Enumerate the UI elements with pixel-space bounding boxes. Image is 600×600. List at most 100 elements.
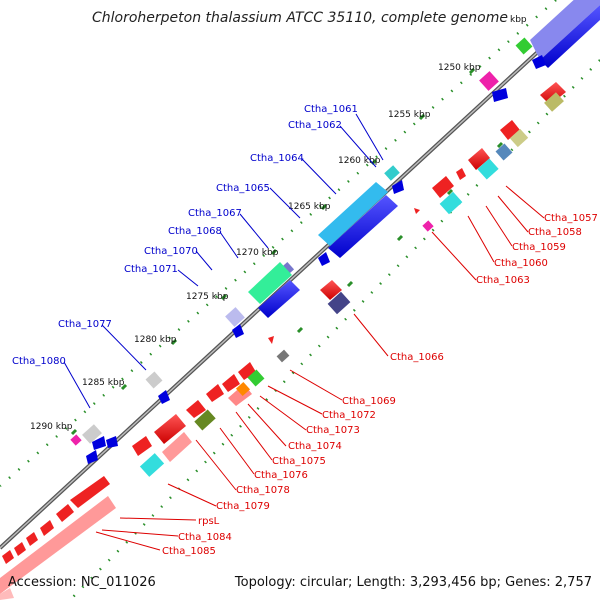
gene-arrow <box>40 520 54 536</box>
gene-label: Ctha_1066 <box>390 352 444 363</box>
gene-label: Ctha_1067 <box>188 208 242 219</box>
gene-block <box>139 453 165 477</box>
gene-block <box>56 504 74 522</box>
gene-block <box>258 280 300 318</box>
gene-block <box>0 496 116 594</box>
forward-genes <box>70 0 600 464</box>
gene-arrow <box>456 168 466 180</box>
gene-block <box>154 414 186 444</box>
gene-label: Ctha_1065 <box>216 183 270 194</box>
gene-label: Ctha_1076 <box>254 470 308 481</box>
gene-arrow <box>268 336 274 344</box>
tick-label: 1285 kbp <box>82 378 125 388</box>
gene-arrow <box>26 532 38 546</box>
gene-block <box>132 436 152 456</box>
forward-leaders <box>63 113 384 409</box>
gene-arrow <box>392 180 404 194</box>
gene-arrow <box>14 542 26 556</box>
tick-label: 1280 kbp <box>134 335 177 345</box>
gene-block <box>222 374 240 392</box>
tick-label: 1250 kbp <box>438 63 481 73</box>
gene-block <box>145 371 163 389</box>
gene-label: rpsL <box>198 516 220 527</box>
gene-block <box>70 476 110 508</box>
gene-block <box>544 92 564 112</box>
tick-label: 1275 kbp <box>186 292 229 302</box>
gene-block <box>247 369 265 387</box>
tick-label: 1265 kbp <box>288 202 331 212</box>
gene-arrow <box>492 88 508 102</box>
gene-block <box>235 381 251 397</box>
gene-label: Ctha_1075 <box>272 456 326 467</box>
gene-block <box>422 220 434 232</box>
gene-block <box>82 424 102 444</box>
tick-marks <box>70 67 476 436</box>
topology-summary: Topology: circular; Length: 3,293,456 bp… <box>234 575 592 590</box>
accession-text: Accession: NC_011026 <box>8 575 156 590</box>
gene-arrow <box>318 252 330 266</box>
gene-block <box>327 291 351 315</box>
gene-label: Ctha_1077 <box>58 319 112 330</box>
tick-label: 1290 kbp <box>30 422 73 432</box>
gene-label: Ctha_1080 <box>12 356 66 367</box>
gene-arrow <box>86 450 98 464</box>
gene-label: Ctha_1059 <box>512 242 566 253</box>
gene-arrow <box>106 436 118 448</box>
gene-arrow <box>232 324 244 338</box>
gene-block <box>248 262 292 304</box>
gene-label: Ctha_1074 <box>288 441 342 452</box>
gene-label: Ctha_1078 <box>236 485 290 496</box>
gene-label: Ctha_1073 <box>306 425 360 436</box>
gene-block <box>540 82 566 105</box>
gene-label: Ctha_1062 <box>288 120 342 131</box>
gene-arrow <box>92 436 106 450</box>
gene-label: Ctha_1069 <box>342 396 396 407</box>
tick-label: 1270 kbp <box>236 248 279 258</box>
gene-label: Ctha_1079 <box>216 501 270 512</box>
gene-block <box>162 432 192 462</box>
gene-block <box>276 349 290 363</box>
gene-block <box>479 71 499 91</box>
gene-block <box>477 158 499 180</box>
gene-label: Ctha_1060 <box>494 258 548 269</box>
gene-label: Ctha_1057 <box>544 213 598 224</box>
tick-label: kbp <box>510 15 527 25</box>
gene-block <box>320 280 342 300</box>
gene-block <box>432 176 454 198</box>
gene-label: Ctha_1072 <box>322 410 376 421</box>
gene-block <box>530 0 600 60</box>
reverse-genes <box>0 82 566 600</box>
gene-block <box>206 384 224 402</box>
gene-label: Ctha_1070 <box>144 246 198 257</box>
gene-label: Ctha_1068 <box>168 226 222 237</box>
gene-arrow <box>2 550 14 564</box>
gene-block <box>0 588 14 600</box>
inner-dotted-track <box>71 59 600 599</box>
gene-label: Ctha_1084 <box>178 532 232 543</box>
gene-block <box>468 148 490 170</box>
gene-label: Ctha_1064 <box>250 153 304 164</box>
gene-arrow <box>414 208 420 214</box>
tick-label: 1260 kbp <box>338 156 381 166</box>
gene-arrow <box>532 55 546 69</box>
gene-block <box>225 307 245 327</box>
gene-block <box>318 182 388 246</box>
gene-block <box>194 409 216 431</box>
gene-label: Ctha_1071 <box>124 264 178 275</box>
gene-arrow <box>158 390 170 404</box>
gene-block <box>500 120 520 140</box>
gene-label: Ctha_1063 <box>476 275 530 286</box>
gene-label: Ctha_1061 <box>304 104 358 115</box>
tick-label: 1255 kbp <box>388 110 431 120</box>
gene-block <box>70 434 82 446</box>
gene-block <box>186 400 206 418</box>
gene-block <box>238 362 256 380</box>
map-title: Chloroherpeton thalassium ATCC 35110, co… <box>92 10 508 26</box>
gene-block <box>515 37 533 55</box>
gene-block <box>328 195 398 258</box>
gene-block <box>384 165 400 181</box>
gene-block <box>509 128 529 148</box>
gene-block <box>540 5 600 68</box>
reverse-leaders <box>95 185 545 551</box>
